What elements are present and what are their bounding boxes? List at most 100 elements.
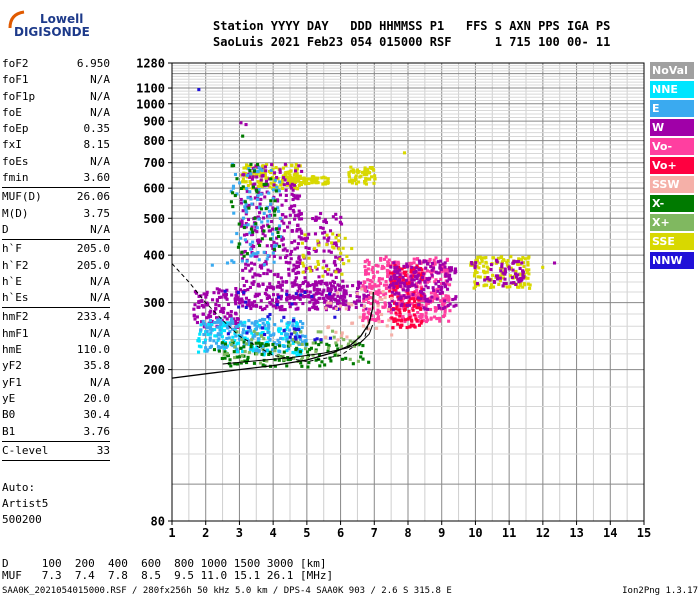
echo-point bbox=[293, 351, 297, 355]
echo-point bbox=[263, 318, 267, 322]
echo-point bbox=[268, 333, 273, 337]
echo-point bbox=[243, 320, 247, 324]
echo-point bbox=[516, 277, 520, 281]
echo-point bbox=[314, 265, 318, 269]
echo-point bbox=[310, 298, 314, 302]
echo-point bbox=[313, 338, 317, 342]
echo-point bbox=[444, 285, 448, 289]
echo-point bbox=[242, 290, 246, 295]
echo-point bbox=[212, 339, 216, 343]
echo-point bbox=[287, 179, 291, 183]
echo-point bbox=[434, 278, 438, 282]
echo-point bbox=[267, 229, 271, 233]
echo-point bbox=[491, 273, 495, 277]
echo-point bbox=[305, 289, 309, 293]
echo-point bbox=[313, 176, 317, 180]
echo-point bbox=[235, 192, 239, 196]
echo-point bbox=[237, 222, 241, 226]
echo-point bbox=[275, 297, 279, 301]
echo-point bbox=[423, 307, 427, 311]
echo-point bbox=[300, 356, 305, 360]
echo-point bbox=[332, 241, 336, 245]
echo-point bbox=[419, 292, 423, 296]
echo-point bbox=[286, 294, 290, 298]
echo-point bbox=[389, 286, 393, 290]
echo-point bbox=[278, 235, 283, 239]
echo-point bbox=[241, 134, 245, 138]
echo-point bbox=[260, 352, 264, 356]
echo-point bbox=[295, 261, 299, 265]
echo-point bbox=[250, 253, 254, 257]
echo-point bbox=[268, 337, 272, 342]
echo-point bbox=[216, 345, 220, 349]
echo-point bbox=[277, 358, 281, 362]
echo-point bbox=[250, 331, 254, 335]
echo-point bbox=[265, 190, 269, 194]
echo-point bbox=[443, 261, 447, 265]
echo-point bbox=[284, 173, 288, 177]
echo-point bbox=[393, 266, 398, 270]
echo-point bbox=[300, 342, 304, 346]
echo-point bbox=[268, 350, 272, 354]
echo-point bbox=[397, 297, 401, 301]
echo-point bbox=[438, 263, 442, 267]
echo-point bbox=[298, 217, 302, 221]
echo-point bbox=[434, 256, 438, 260]
echo-point bbox=[238, 288, 243, 292]
echo-point bbox=[476, 255, 480, 259]
echo-point bbox=[259, 207, 263, 211]
echo-point bbox=[288, 169, 292, 173]
echo-point bbox=[418, 290, 423, 294]
echo-point bbox=[409, 323, 413, 327]
echo-point bbox=[322, 300, 327, 304]
echo-point bbox=[415, 274, 419, 278]
echo-point bbox=[232, 260, 236, 264]
echo-point bbox=[263, 165, 268, 169]
echo-point bbox=[504, 281, 508, 286]
echo-point bbox=[240, 259, 244, 263]
echo-point bbox=[231, 191, 235, 195]
echo-point bbox=[243, 238, 247, 242]
echo-point bbox=[389, 296, 393, 300]
echo-point bbox=[199, 345, 203, 349]
echo-point bbox=[473, 280, 477, 284]
echo-point bbox=[264, 179, 268, 183]
echo-point bbox=[251, 175, 255, 179]
echo-point bbox=[415, 257, 419, 261]
echo-point bbox=[376, 264, 380, 268]
echo-point bbox=[424, 311, 428, 315]
echo-point bbox=[247, 319, 251, 323]
echo-point bbox=[224, 296, 228, 300]
echo-point bbox=[454, 269, 458, 274]
echo-point bbox=[285, 298, 289, 302]
echo-point bbox=[328, 336, 332, 340]
echo-point bbox=[370, 314, 374, 318]
y-tick-label: 1280 bbox=[136, 57, 165, 71]
echo-point bbox=[322, 259, 326, 263]
echo-point bbox=[474, 259, 478, 263]
echo-point bbox=[329, 287, 333, 292]
echo-point bbox=[506, 258, 510, 263]
echo-point bbox=[278, 216, 282, 221]
echo-point bbox=[431, 286, 435, 290]
echo-point bbox=[370, 268, 374, 272]
echo-point bbox=[410, 281, 414, 285]
param-value: N/A bbox=[90, 222, 110, 236]
echo-point bbox=[255, 175, 259, 179]
echo-point bbox=[292, 327, 296, 331]
echo-point bbox=[342, 262, 346, 266]
echo-point bbox=[311, 341, 315, 345]
echo-point bbox=[261, 282, 265, 286]
param-name: h`Es bbox=[2, 291, 29, 305]
echo-point bbox=[220, 335, 224, 339]
echo-point bbox=[288, 335, 292, 339]
echo-point bbox=[291, 294, 295, 298]
echo-point bbox=[229, 200, 233, 204]
echo-point bbox=[236, 296, 240, 300]
echo-point bbox=[321, 296, 325, 300]
echo-point bbox=[524, 268, 528, 272]
echo-point bbox=[270, 298, 274, 302]
echo-point bbox=[395, 313, 399, 317]
echo-point bbox=[433, 261, 437, 265]
echo-point bbox=[518, 272, 522, 276]
